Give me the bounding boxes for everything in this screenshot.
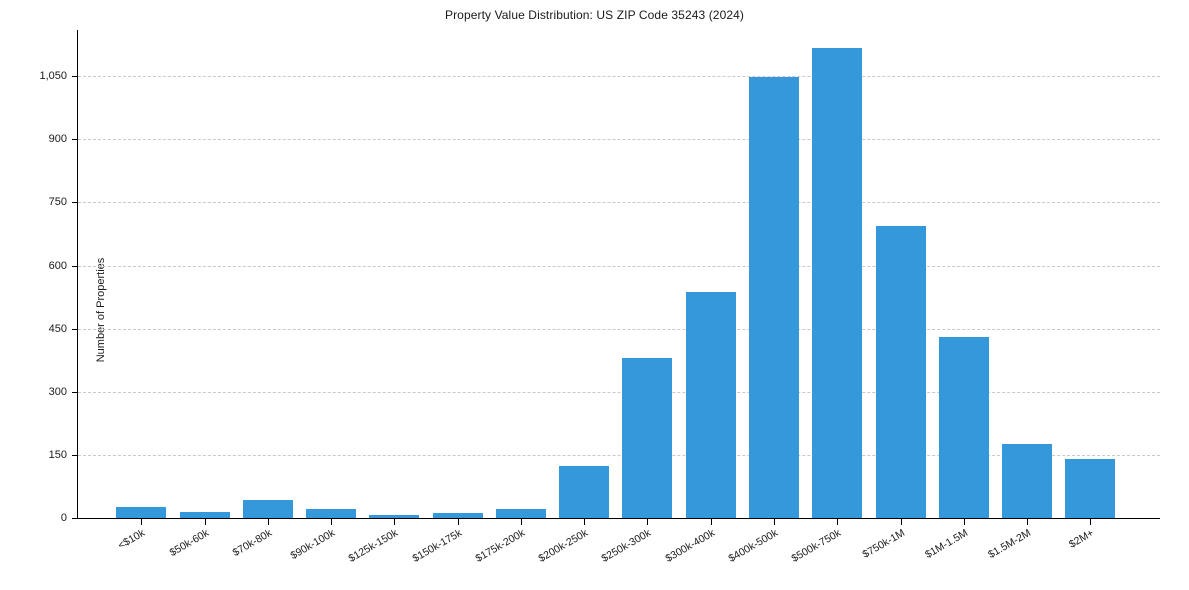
bar[interactable] <box>306 508 357 518</box>
x-tick-mark <box>394 519 396 525</box>
x-tick-mark <box>267 519 269 525</box>
x-tick-mark <box>837 519 839 525</box>
x-tick-mark <box>1090 519 1092 525</box>
x-tick-mark <box>520 519 522 525</box>
x-tick-mark <box>647 519 649 525</box>
chart-title: Property Value Distribution: US ZIP Code… <box>444 8 744 22</box>
y-tick-label: 900 <box>48 133 67 146</box>
gridline <box>78 265 1160 267</box>
bar[interactable] <box>495 508 546 518</box>
x-tick-mark <box>900 519 902 525</box>
gridline <box>78 202 1160 204</box>
y-tick-mark <box>72 265 78 267</box>
y-tick-mark <box>72 328 78 330</box>
x-tick-mark <box>963 519 965 525</box>
gridline <box>78 391 1160 393</box>
x-tick-mark <box>331 519 333 525</box>
y-tick-label: 0 <box>60 512 67 524</box>
x-tick-mark <box>1027 519 1029 525</box>
y-tick-mark <box>72 391 78 393</box>
gridline <box>78 454 1160 456</box>
y-tick-label: 600 <box>48 259 67 272</box>
x-tick-mark <box>774 519 776 525</box>
bar[interactable] <box>938 336 989 518</box>
bar[interactable] <box>432 512 483 518</box>
y-tick-label: 750 <box>48 196 67 209</box>
y-tick-mark <box>72 202 78 204</box>
y-tick-mark <box>72 518 78 519</box>
gridline <box>78 76 1160 78</box>
x-tick-mark <box>584 519 586 525</box>
bar[interactable] <box>1002 443 1053 518</box>
bar[interactable] <box>242 500 293 518</box>
bar[interactable] <box>622 357 673 518</box>
y-tick-mark <box>72 454 78 456</box>
bar[interactable] <box>1065 459 1116 518</box>
bar[interactable] <box>369 515 420 518</box>
y-tick-mark <box>72 76 78 78</box>
x-tick-mark <box>204 519 206 525</box>
bar[interactable] <box>812 47 863 518</box>
bar[interactable] <box>116 507 167 518</box>
y-tick-label: 300 <box>48 385 67 398</box>
y-tick-label: 150 <box>48 448 67 461</box>
x-tick-mark <box>710 519 712 525</box>
gridline <box>78 139 1160 141</box>
y-axis-label: Number of Properties <box>95 257 107 363</box>
x-tick-mark <box>141 519 143 525</box>
y-tick-label: 450 <box>48 322 67 335</box>
bar[interactable] <box>559 465 610 518</box>
y-axis-line <box>77 30 78 519</box>
x-tick-mark <box>457 519 459 525</box>
y-tick-mark <box>72 139 78 141</box>
y-tick-label: 1,050 <box>39 70 67 83</box>
gridline <box>78 328 1160 330</box>
bar[interactable] <box>749 76 799 518</box>
bar[interactable] <box>875 226 926 518</box>
bar[interactable] <box>179 512 230 518</box>
bar[interactable] <box>685 291 736 518</box>
plot-area: Number of Properties <box>78 30 1160 518</box>
x-axis-line <box>78 518 1160 519</box>
